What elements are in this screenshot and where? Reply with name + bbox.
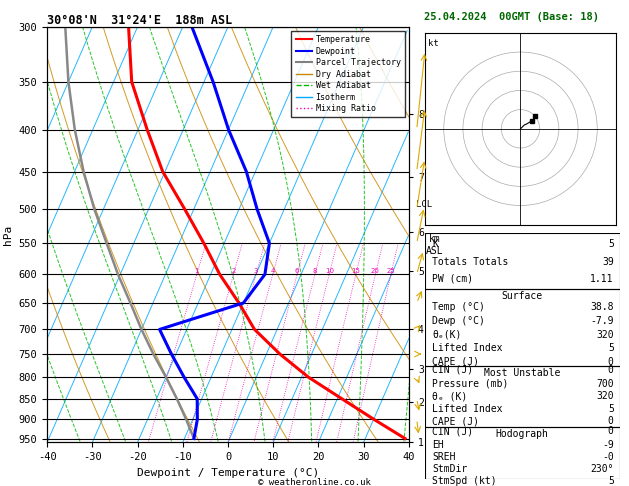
Text: K: K (432, 240, 438, 249)
Text: 5: 5 (608, 343, 614, 353)
Text: 3: 3 (254, 268, 259, 275)
Text: Hodograph: Hodograph (496, 429, 548, 439)
Text: -7.9: -7.9 (590, 316, 614, 326)
Text: -9: -9 (602, 440, 614, 451)
Text: StmSpd (kt): StmSpd (kt) (432, 476, 497, 486)
Y-axis label: hPa: hPa (3, 225, 13, 244)
Text: 10: 10 (325, 268, 334, 275)
Text: EH: EH (432, 440, 444, 451)
Text: CAPE (J): CAPE (J) (432, 357, 479, 367)
Text: 30°08'N  31°24'E  188m ASL: 30°08'N 31°24'E 188m ASL (47, 14, 233, 27)
Text: 5: 5 (608, 240, 614, 249)
Text: CAPE (J): CAPE (J) (432, 417, 479, 426)
Text: CIN (J): CIN (J) (432, 364, 474, 375)
Bar (425, 366, 620, 427)
Text: © weatheronline.co.uk: © weatheronline.co.uk (258, 478, 371, 486)
Text: 25.04.2024  00GMT (Base: 18): 25.04.2024 00GMT (Base: 18) (424, 12, 599, 22)
Text: 2: 2 (231, 268, 236, 275)
Text: 320: 320 (596, 391, 614, 401)
Text: Lifted Index: Lifted Index (432, 404, 503, 414)
Text: 1.11: 1.11 (590, 274, 614, 284)
Text: Most Unstable: Most Unstable (484, 367, 560, 378)
Text: Lifted Index: Lifted Index (432, 343, 503, 353)
Text: 0: 0 (608, 357, 614, 367)
Text: 700: 700 (596, 379, 614, 389)
Text: Totals Totals: Totals Totals (432, 257, 509, 267)
Text: Surface: Surface (501, 291, 543, 301)
Text: Temp (°C): Temp (°C) (432, 302, 485, 312)
Bar (425, 233, 620, 289)
Text: Dewp (°C): Dewp (°C) (432, 316, 485, 326)
Text: 15: 15 (352, 268, 360, 275)
Text: 230°: 230° (590, 465, 614, 474)
Text: 1: 1 (194, 268, 199, 275)
Y-axis label: km
ASL: km ASL (426, 235, 443, 256)
Text: LCL: LCL (416, 200, 432, 209)
X-axis label: Dewpoint / Temperature (°C): Dewpoint / Temperature (°C) (137, 468, 319, 478)
Text: 39: 39 (602, 257, 614, 267)
Text: 0: 0 (608, 364, 614, 375)
Text: 6: 6 (295, 268, 299, 275)
Text: Pressure (mb): Pressure (mb) (432, 379, 509, 389)
Text: SREH: SREH (432, 452, 456, 463)
Text: θₑ (K): θₑ (K) (432, 391, 467, 401)
Legend: Temperature, Dewpoint, Parcel Trajectory, Dry Adiabat, Wet Adiabat, Isotherm, Mi: Temperature, Dewpoint, Parcel Trajectory… (291, 31, 404, 117)
Text: 25: 25 (387, 268, 395, 275)
Text: 320: 320 (596, 330, 614, 340)
Bar (425, 427, 620, 479)
Text: 5: 5 (608, 476, 614, 486)
Text: CIN (J): CIN (J) (432, 426, 474, 436)
Text: 0: 0 (608, 417, 614, 426)
Text: StmDir: StmDir (432, 465, 467, 474)
Text: 38.8: 38.8 (590, 302, 614, 312)
Text: θₑ(K): θₑ(K) (432, 330, 462, 340)
Text: 8: 8 (313, 268, 317, 275)
Text: 5: 5 (608, 404, 614, 414)
Bar (425, 289, 620, 366)
Text: PW (cm): PW (cm) (432, 274, 474, 284)
Text: -0: -0 (602, 452, 614, 463)
Text: 0: 0 (608, 426, 614, 436)
Text: 20: 20 (371, 268, 380, 275)
Text: 4: 4 (270, 268, 275, 275)
Text: kt: kt (428, 38, 439, 48)
